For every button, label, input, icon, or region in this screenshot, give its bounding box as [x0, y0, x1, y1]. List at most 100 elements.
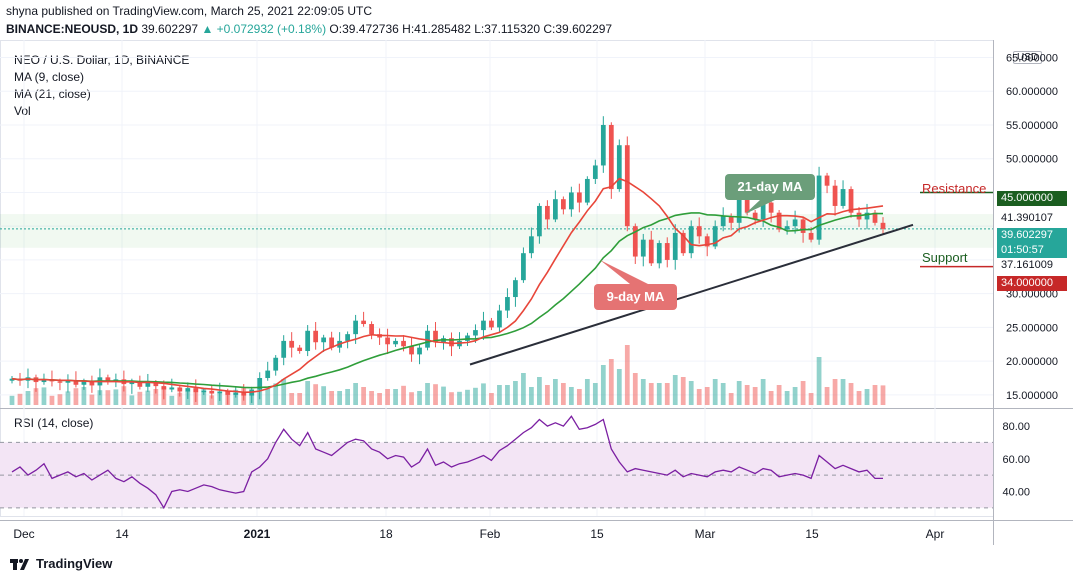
- volume-bar: [600, 365, 606, 405]
- candle-body: [313, 330, 319, 343]
- published-by-line: shyna published on TradingView.com, Marc…: [6, 4, 372, 18]
- volume-bar: [17, 393, 23, 405]
- volume-bar: [513, 381, 518, 405]
- candle-body: [65, 380, 71, 383]
- candle-body: [808, 232, 814, 240]
- volume-bar: [808, 393, 814, 405]
- candle-body: [624, 145, 630, 227]
- volume-bar: [25, 391, 31, 405]
- volume-bar: [281, 379, 287, 405]
- volume-bar: [9, 395, 15, 405]
- candle-body: [608, 124, 614, 190]
- volume-bar: [177, 392, 183, 405]
- volume-bar: [872, 385, 878, 405]
- candle-body: [193, 388, 199, 393]
- volume-bar: [608, 359, 614, 405]
- candle-body: [640, 239, 646, 257]
- time-axis-label: Dec: [13, 527, 34, 541]
- ma-tag-b: 37.161009: [997, 258, 1067, 273]
- change-text: ▲ +0.072932 (+0.18%): [201, 22, 327, 36]
- candle-body: [201, 390, 207, 393]
- candle-body: [872, 212, 878, 223]
- volume-bar: [616, 369, 622, 405]
- volume-bar: [744, 385, 750, 405]
- volume-bar: [688, 381, 694, 405]
- time-axis-label: Apr: [926, 527, 945, 541]
- volume-bar: [592, 383, 598, 405]
- volume-legend[interactable]: Vol: [14, 104, 31, 118]
- candle-body: [257, 378, 263, 390]
- volume-bar: [393, 389, 398, 405]
- candle-body: [728, 216, 734, 223]
- volume-bar: [401, 385, 406, 405]
- candle-body: [353, 320, 358, 335]
- candle-body: [89, 381, 95, 386]
- trend-line: [469, 223, 914, 366]
- volume-bar: [632, 373, 638, 405]
- candle-body: [185, 388, 191, 392]
- candle-body: [568, 192, 574, 210]
- candle-body: [744, 199, 750, 213]
- volume-bar: [417, 391, 422, 405]
- candle-body: [41, 379, 47, 383]
- volume-bar: [345, 389, 350, 405]
- volume-bar: [824, 387, 830, 405]
- ma21-line: [11, 212, 884, 389]
- volume-bar: [129, 395, 135, 405]
- candle-body: [297, 347, 303, 352]
- price-axis-label: 65.000000: [1006, 52, 1058, 64]
- volume-bar: [441, 386, 446, 405]
- time-axis-label: Mar: [695, 527, 716, 541]
- candle-body: [145, 382, 151, 387]
- candle-body: [385, 337, 390, 345]
- volume-bar: [385, 389, 390, 405]
- volume-bar: [584, 379, 590, 405]
- volume-bar: [720, 383, 726, 405]
- candle-body: [481, 320, 486, 331]
- candle-body: [177, 387, 183, 392]
- volume-bar: [145, 390, 151, 405]
- volume-bar: [153, 389, 159, 405]
- volume-bar: [521, 373, 526, 405]
- candle-body: [153, 382, 159, 387]
- candle-body: [752, 212, 758, 220]
- volume-bar: [297, 393, 303, 405]
- candle-body: [137, 381, 143, 387]
- time-axis-label: 15: [805, 527, 819, 541]
- candle-body: [225, 391, 231, 395]
- candle-body: [393, 340, 398, 345]
- candle-body: [489, 320, 494, 328]
- last-price-tag: 39.602297: [997, 228, 1067, 243]
- volume-bar: [105, 390, 111, 405]
- volume-bar: [49, 395, 55, 405]
- candle-body: [521, 253, 526, 281]
- ma9-legend[interactable]: MA (9, close): [14, 70, 85, 84]
- tradingview-logo[interactable]: TradingView: [10, 556, 112, 571]
- volume-bar: [680, 377, 686, 405]
- volume-bar: [305, 381, 311, 405]
- volume-bar: [65, 391, 71, 405]
- ma21-legend[interactable]: MA (21, close): [14, 87, 91, 101]
- volume-bar: [553, 379, 558, 405]
- rsi-axis-label: 40.00: [1002, 486, 1030, 498]
- volume-bar: [265, 388, 271, 405]
- candle-body: [321, 337, 327, 343]
- ma-tag-a: 41.390107: [997, 211, 1067, 226]
- time-axis-label: 14: [115, 527, 129, 541]
- candle-body: [217, 391, 223, 394]
- candle-body: [553, 199, 558, 220]
- currency-button[interactable]: USD: [1013, 51, 1043, 64]
- volume-bar: [505, 385, 510, 405]
- candle-body: [712, 226, 718, 247]
- volume-bar: [672, 375, 678, 405]
- candle-body: [880, 222, 886, 229]
- candle-body: [792, 219, 798, 227]
- volume-bar: [880, 385, 886, 405]
- candle-body: [672, 232, 678, 260]
- candle-body: [409, 346, 414, 355]
- rsi-legend[interactable]: RSI (14, close): [14, 416, 94, 430]
- ohlc-text: O:39.472736 H:41.285482 L:37.115320 C:39…: [329, 22, 613, 36]
- candle-body: [129, 381, 135, 385]
- candle-body: [560, 199, 566, 210]
